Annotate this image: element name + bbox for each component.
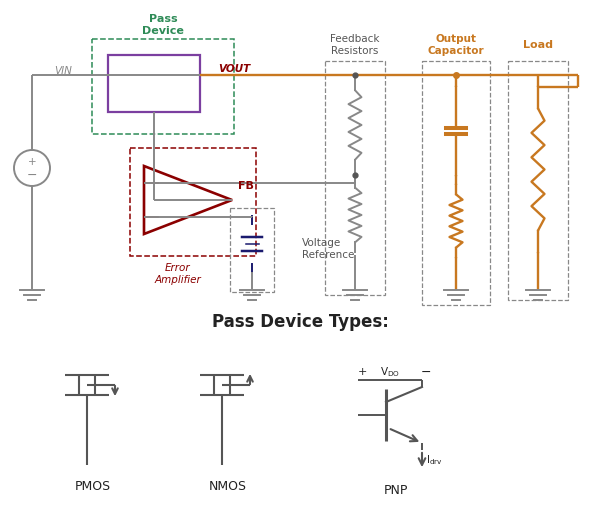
Text: NMOS: NMOS — [209, 481, 247, 494]
Text: +: + — [358, 367, 367, 377]
Text: −: − — [421, 365, 431, 379]
Text: VIN: VIN — [54, 66, 72, 76]
Text: V$_{\mathrm{DO}}$: V$_{\mathrm{DO}}$ — [380, 365, 400, 379]
Text: −: − — [27, 168, 37, 182]
Text: Load: Load — [523, 40, 553, 50]
Text: Error
Amplifier: Error Amplifier — [155, 263, 202, 285]
Text: VOUT: VOUT — [218, 64, 250, 74]
Text: Pass Device Types:: Pass Device Types: — [212, 313, 388, 331]
Text: +: + — [28, 157, 37, 167]
Text: FB: FB — [238, 181, 254, 191]
Text: I$_{\mathrm{drv}}$: I$_{\mathrm{drv}}$ — [426, 453, 443, 467]
Text: Pass
Device: Pass Device — [142, 14, 184, 36]
Text: Output
Capacitor: Output Capacitor — [428, 34, 484, 56]
Text: PMOS: PMOS — [75, 481, 111, 494]
Text: PNP: PNP — [384, 483, 408, 497]
Text: Feedback
Resistors: Feedback Resistors — [330, 34, 380, 56]
Text: Voltage
Reference: Voltage Reference — [302, 238, 355, 260]
